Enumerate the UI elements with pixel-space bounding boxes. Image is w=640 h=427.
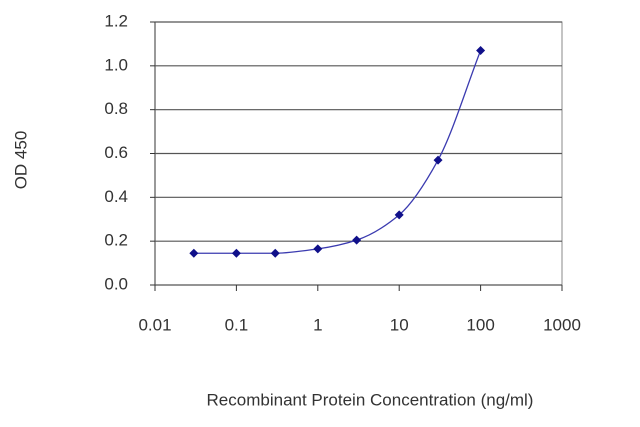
data-point xyxy=(394,210,404,220)
y-tick-label: 0.8 xyxy=(104,99,128,118)
data-point xyxy=(270,248,280,258)
data-point xyxy=(313,244,323,254)
x-tick-label: 10 xyxy=(390,315,409,334)
data-point xyxy=(189,248,199,258)
x-tick-label: 0.01 xyxy=(138,315,171,334)
y-axis-label: OD 450 xyxy=(11,131,30,190)
x-tick-label: 1000 xyxy=(543,315,581,334)
x-axis-label: Recombinant Protein Concentration (ng/ml… xyxy=(207,390,534,409)
data-point xyxy=(476,45,486,55)
y-tick-label: 0.2 xyxy=(104,231,128,250)
fit-curve xyxy=(193,50,482,254)
x-tick-label: 1 xyxy=(313,315,322,334)
data-point xyxy=(433,155,443,165)
y-tick-label: 0.0 xyxy=(104,274,128,293)
x-tick-label: 0.1 xyxy=(225,315,249,334)
y-tick-label: 1.2 xyxy=(104,11,128,30)
y-tick-label: 0.6 xyxy=(104,143,128,162)
data-point xyxy=(231,248,241,258)
x-tick-label: 100 xyxy=(466,315,494,334)
data-point xyxy=(352,235,362,245)
y-tick-label: 0.4 xyxy=(104,187,128,206)
y-tick-label: 1.0 xyxy=(104,55,128,74)
